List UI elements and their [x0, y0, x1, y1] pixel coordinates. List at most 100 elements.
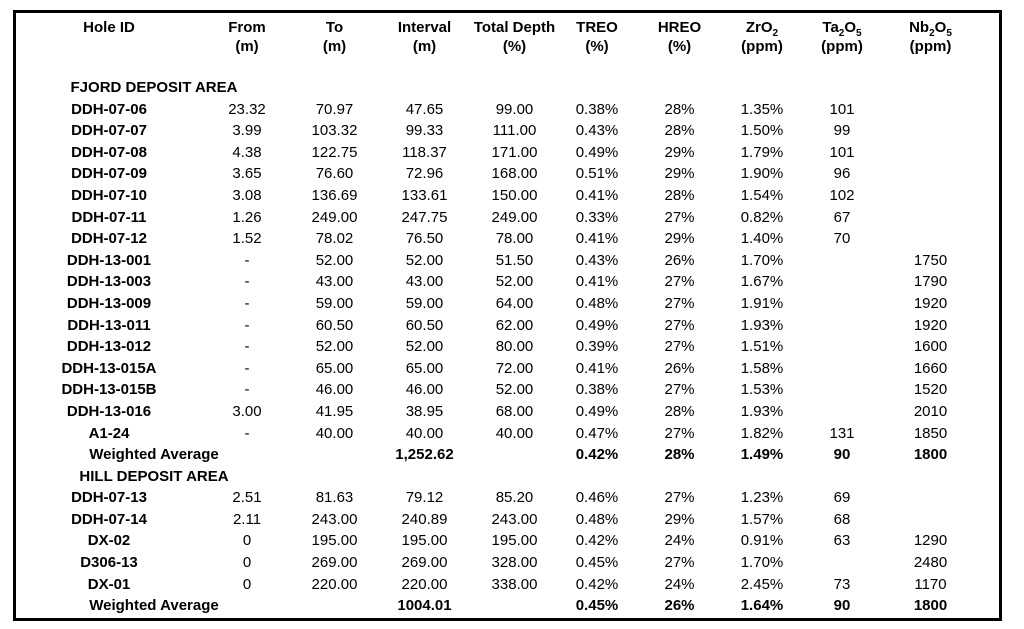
cell-hole-id: DDH-13-016: [66, 402, 152, 420]
cell-from: 23.32: [228, 100, 266, 118]
cell-hreo: 28%: [664, 402, 695, 420]
cell-to: 243.00: [311, 510, 358, 528]
cell-hreo: 27%: [664, 381, 695, 399]
cell-nb2o5: 1790: [913, 273, 948, 291]
weighted-average-label: Weighted Average: [89, 446, 219, 464]
cell-ta2o5: 63: [833, 532, 851, 550]
cell-from: 1.26: [232, 208, 262, 226]
weighted-average-label: Weighted Average: [89, 597, 219, 615]
cell-treo: 0.46%: [575, 489, 619, 507]
cell-hreo: 27%: [664, 273, 695, 291]
cell-hreo: 26%: [664, 597, 695, 615]
cell-hole-id: DDH-07-09: [71, 165, 147, 183]
cell-total-depth: 68.00: [495, 402, 534, 420]
cell-nb2o5: 1800: [913, 446, 948, 464]
cell-hreo: [637, 77, 722, 99]
cell-total-depth: 195.00: [491, 532, 538, 550]
cell-nb2o5: [882, 207, 999, 229]
column-header-interval: Interval (m): [377, 13, 472, 59]
cell-zro2: 1.23%: [740, 489, 784, 507]
cell-hreo: 26%: [664, 251, 695, 269]
cell-hole-id: DDH-07-14: [71, 510, 147, 528]
cell-total-depth: 150.00: [491, 186, 538, 204]
cell-total-depth: 99.00: [495, 100, 534, 118]
cell-nb2o5: 2010: [913, 402, 948, 420]
spacer-row: [16, 59, 999, 77]
cell-hole-id: DX-02: [87, 532, 131, 550]
cell-to: 249.00: [311, 208, 358, 226]
cell-from: 0: [242, 575, 252, 593]
table-row: DDH-07-09 3.65 76.60 72.96 168.00 0.51% 29% 1.9…: [16, 163, 999, 185]
column-label: Nb2O5: [909, 19, 952, 39]
cell-interval: [377, 77, 472, 99]
cell-to: 220.00: [311, 575, 358, 593]
cell-interval: 1004.01: [397, 597, 452, 615]
cell-treo: 0.41%: [575, 230, 619, 248]
column-unit: (m): [412, 38, 437, 55]
cell-hreo: 28%: [664, 100, 695, 118]
cell-ta2o5: 101: [829, 100, 855, 118]
cell-zro2: 1.70%: [740, 554, 784, 572]
table-row: DX-01 0 220.00 220.00 338.00 0.42% 24% 2.45% 73 1…: [16, 574, 999, 596]
table-row: DX-02 0 195.00 195.00 195.00 0.42% 24% 0.91% 63 1…: [16, 530, 999, 552]
cell-interval: 133.61: [401, 186, 448, 204]
column-unit: (%): [585, 38, 609, 55]
cell-to: 122.75: [311, 143, 358, 161]
column-label: Hole ID: [83, 19, 135, 36]
cell-treo: 0.47%: [575, 424, 619, 442]
cell-zro2: 1.67%: [740, 273, 784, 291]
column-header-from: From (m): [202, 13, 292, 59]
section-title-row: FJORD DEPOSIT AREA: [16, 77, 999, 99]
cell-interval: 65.00: [405, 359, 444, 377]
cell-nb2o5: 1850: [913, 424, 948, 442]
cell-from: 2.51: [232, 489, 262, 507]
cell-hole-id: DDH-13-012: [66, 338, 152, 356]
section-title: HILL DEPOSIT AREA: [79, 467, 229, 485]
cell-zro2: 1.91%: [740, 294, 784, 312]
cell-total-depth: 111.00: [492, 122, 537, 140]
column-header-to: To (m): [292, 13, 377, 59]
cell-nb2o5: 1290: [913, 532, 948, 550]
cell-zro2: 0.82%: [740, 208, 784, 226]
cell-ta2o5: 68: [833, 510, 851, 528]
cell-treo: 0.38%: [575, 100, 619, 118]
cell-hreo: 27%: [664, 424, 695, 442]
cell-to: 52.00: [315, 338, 354, 356]
cell-total-depth: [472, 595, 557, 617]
cell-to: 136.69: [311, 186, 358, 204]
weighted-average-row: Weighted Average 1004.01 0.45% 26% 1.64% 90 18…: [16, 595, 999, 617]
cell-zro2: 1.51%: [740, 338, 784, 356]
cell-interval: 47.65: [405, 100, 444, 118]
column-unit: (%): [502, 38, 527, 55]
table-body: FJORD DEPOSIT AREA DDH-07-06 23.32 70.97 47.…: [16, 59, 999, 617]
cell-to: 40.00: [315, 424, 354, 442]
cell-hreo: 27%: [664, 489, 695, 507]
cell-total-depth: 249.00: [491, 208, 538, 226]
cell-nb2o5: [882, 487, 999, 509]
cell-to: 195.00: [311, 532, 358, 550]
cell-from: 1.52: [232, 230, 262, 248]
drill-results-table: Hole ID From (m) To (m) Interval (m) Total Dept…: [16, 13, 999, 617]
cell-nb2o5: 1800: [913, 597, 948, 615]
cell-treo: 0.49%: [575, 143, 619, 161]
table-row: DDH-07-10 3.08 136.69 133.61 150.00 0.41% 28% 1…: [16, 185, 999, 207]
cell-ta2o5: [802, 466, 882, 488]
cell-nb2o5: [882, 228, 999, 250]
cell-zro2: 1.82%: [740, 424, 784, 442]
cell-from: 3.65: [232, 165, 262, 183]
cell-treo: 0.43%: [575, 122, 619, 140]
cell-ta2o5: 102: [829, 186, 855, 204]
cell-from: 3.00: [232, 402, 262, 420]
cell-from: -: [244, 316, 250, 334]
cell-total-depth: 52.00: [495, 381, 534, 399]
cell-nb2o5: [882, 120, 999, 142]
cell-interval: 40.00: [405, 424, 444, 442]
column-unit: (m): [322, 38, 347, 55]
cell-to: [292, 466, 377, 488]
cell-to: 60.50: [315, 316, 354, 334]
cell-from: -: [244, 381, 250, 399]
cell-zro2: [722, 466, 802, 488]
column-label: Interval: [397, 19, 452, 36]
cell-from: 2.11: [232, 510, 262, 528]
cell-nb2o5: 2480: [913, 554, 948, 572]
